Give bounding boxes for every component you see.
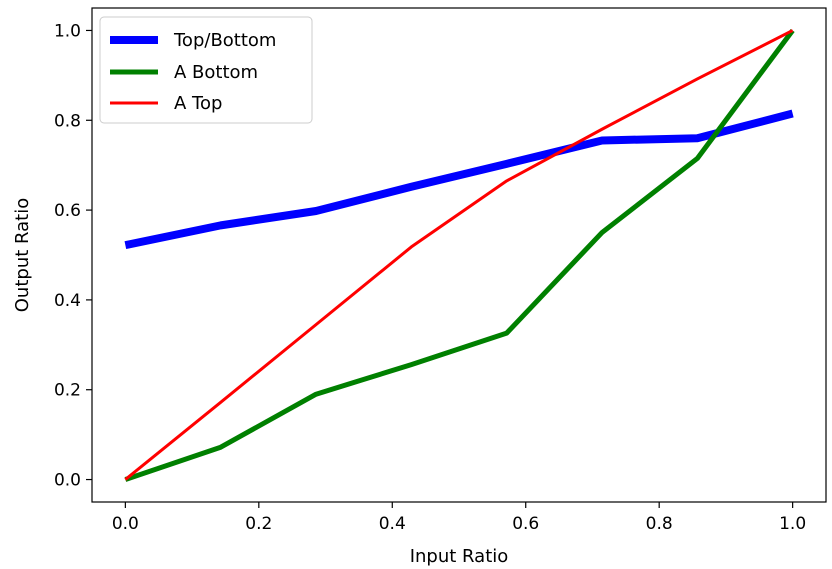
y-tick-label: 1.0 [54,21,81,41]
y-axis-ticks: 0.0 0.2 0.4 0.6 0.8 1.0 [54,21,92,491]
y-tick-label: 0.2 [54,381,81,401]
legend-label-a-bottom: A Bottom [174,62,258,83]
x-tick-label: 0.6 [512,514,539,534]
y-tick-label: 0.6 [54,201,81,221]
x-tick-label: 1.0 [779,514,806,534]
legend: Top/Bottom A Bottom A Top [99,16,313,124]
x-axis-label: Input Ratio [410,546,509,567]
series-lines [124,28,795,482]
y-tick-label: 0.4 [54,291,81,311]
series-line-a-top [124,29,794,481]
series-line-a-bottom [124,28,795,482]
y-axis-label: Output Ratio [12,198,33,312]
x-tick-label: 0.2 [245,514,272,534]
legend-label-top-bottom: Top/Bottom [173,30,276,51]
x-tick-label: 0.4 [379,514,406,534]
legend-label-a-top: A Top [174,93,222,114]
x-axis-ticks: 0.0 0.2 0.4 0.6 0.8 1.0 [112,502,806,534]
x-tick-label: 0.8 [646,514,673,534]
y-tick-label: 0.0 [54,471,81,491]
series-line-top-bottom [124,109,794,250]
y-tick-label: 0.8 [54,111,81,131]
x-tick-label: 0.0 [112,514,139,534]
